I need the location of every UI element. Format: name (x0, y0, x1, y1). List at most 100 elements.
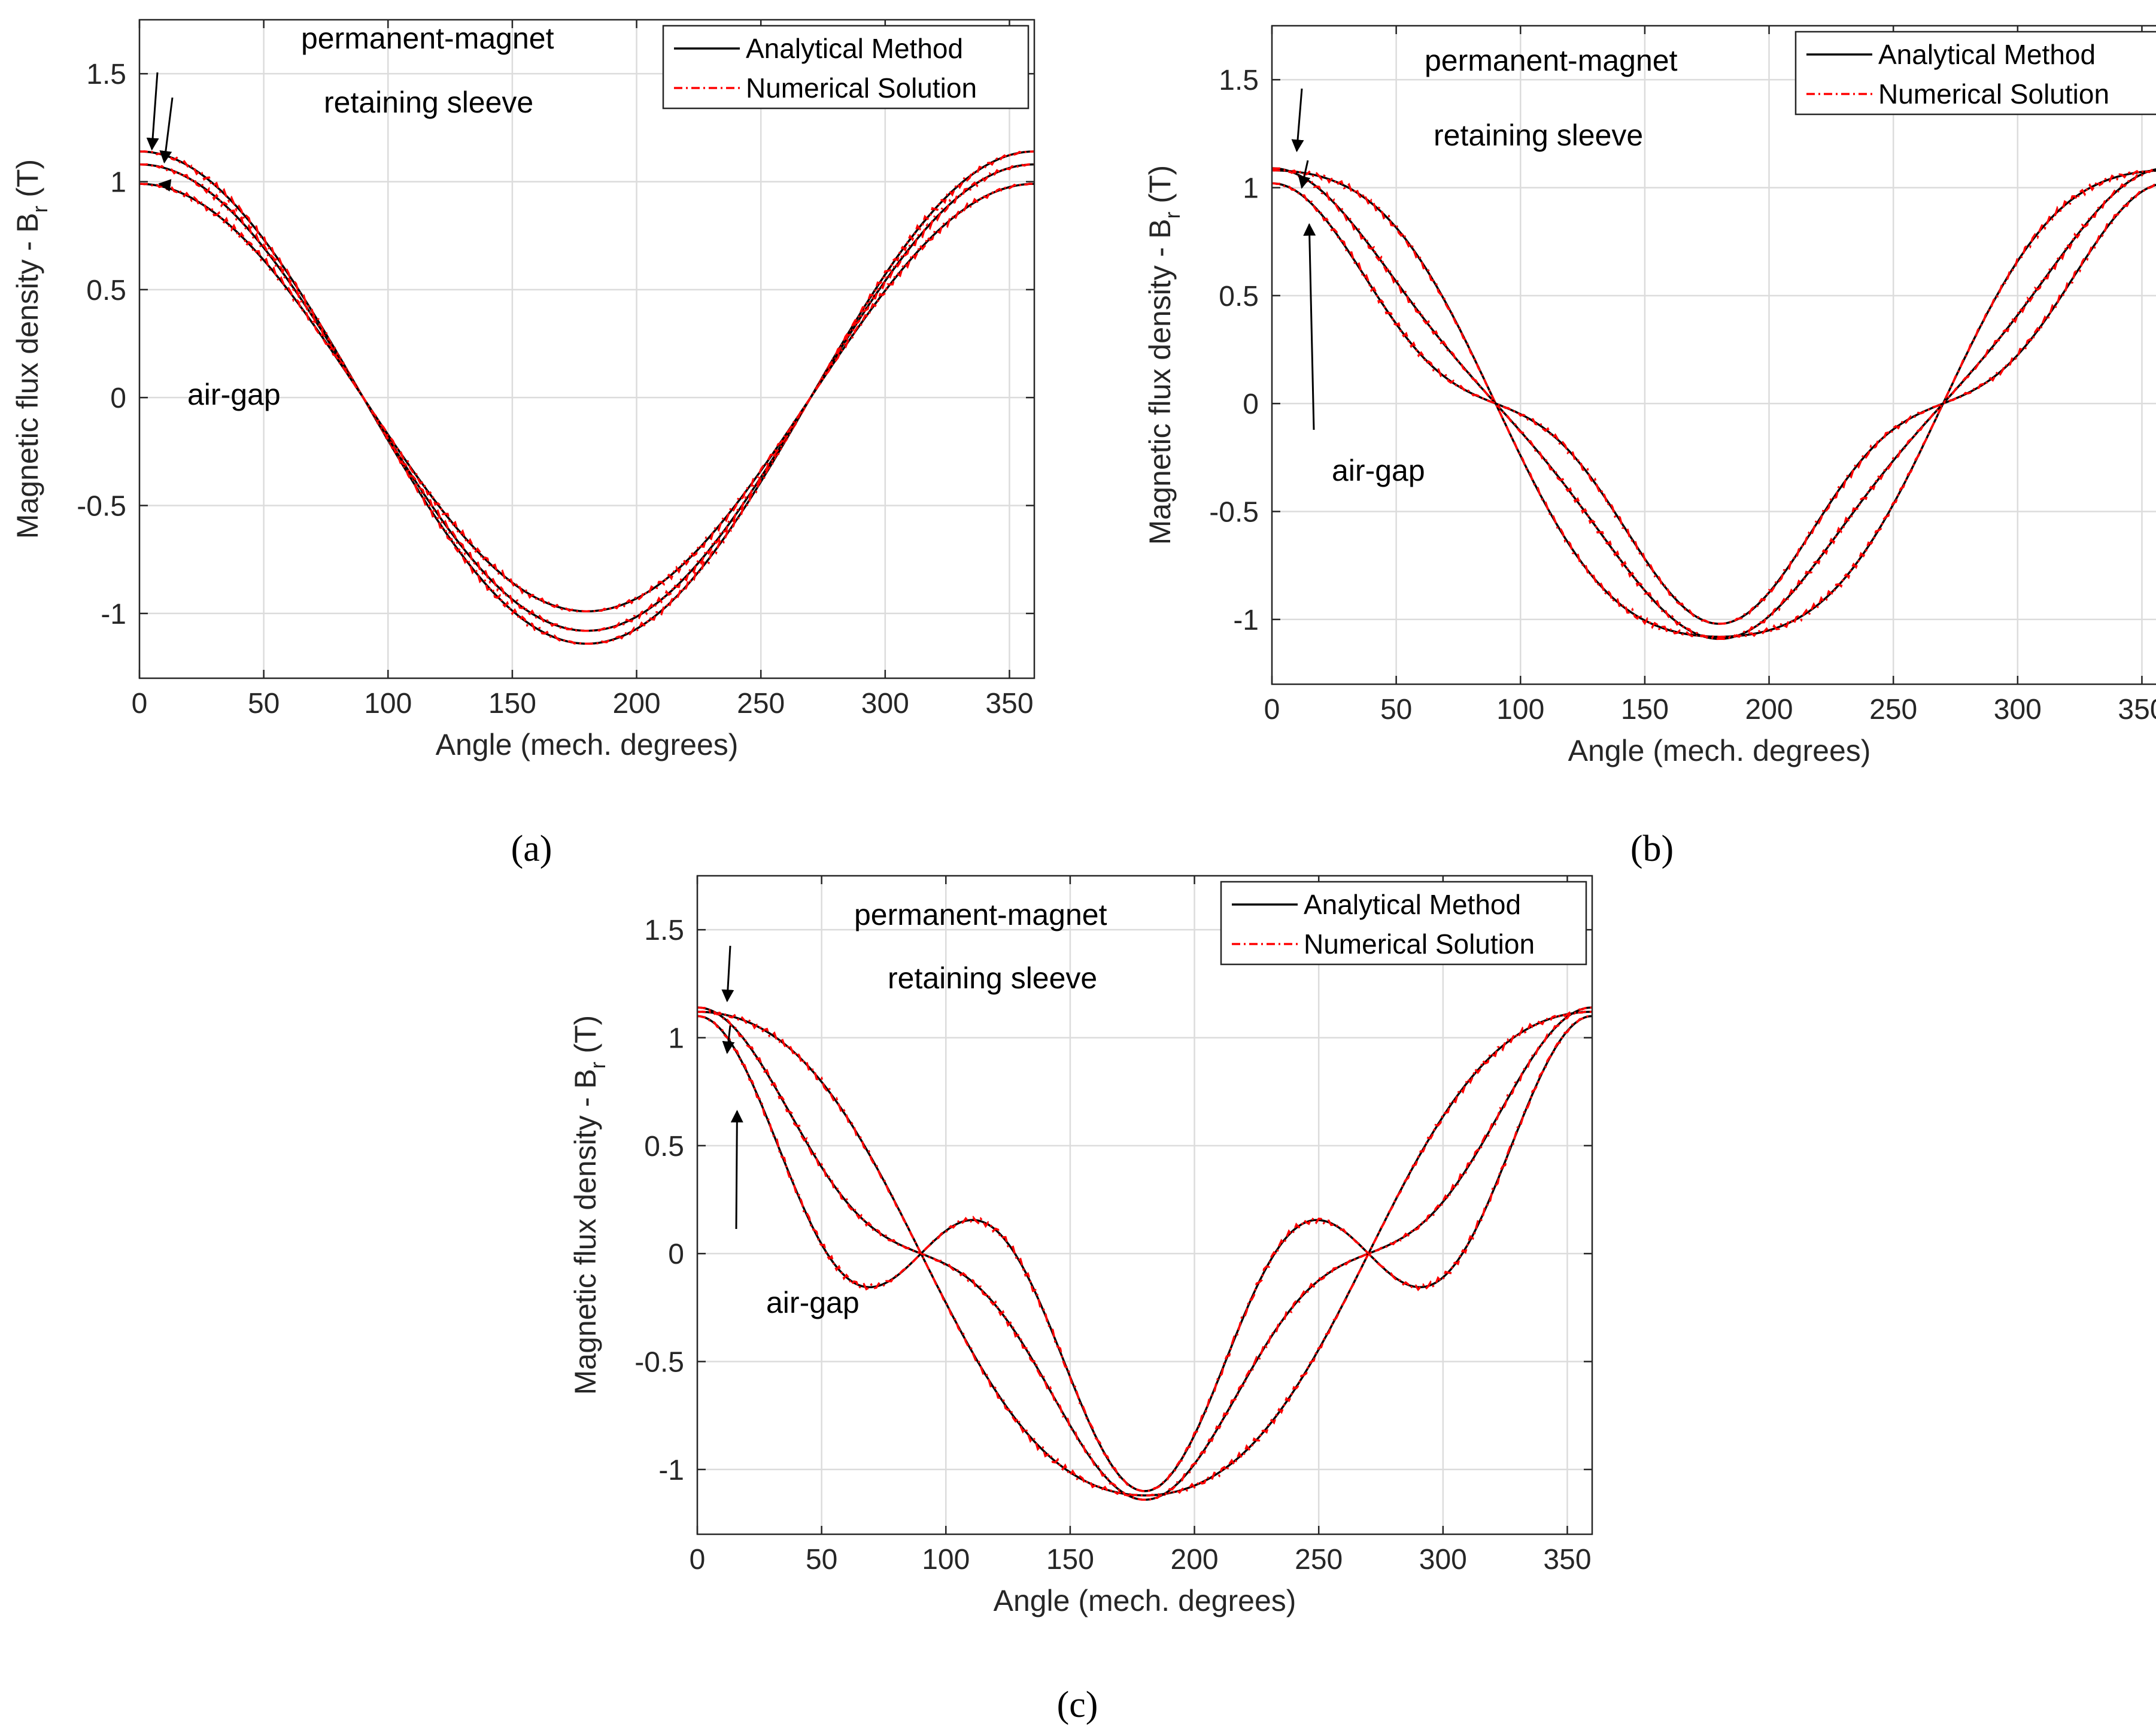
y-tick-label: 0 (110, 383, 126, 414)
annotation-arrow (1291, 88, 1304, 153)
y-axis-label: Magnetic flux density - Br (T) (11, 159, 52, 539)
y-tick-label: -0.5 (77, 490, 126, 522)
numerical-curve-permanent-magnet (697, 1010, 1593, 1497)
y-tick-label: 0 (1243, 389, 1259, 420)
annotation-arrow (1303, 223, 1316, 430)
x-tick-label: 0 (1264, 694, 1280, 726)
legend-label-numerical: Numerical Solution (1878, 78, 2109, 110)
x-tick-label: 200 (1745, 694, 1793, 726)
numerical-curve-permanent-magnet (1271, 169, 2156, 639)
x-tick-label: 50 (806, 1544, 837, 1576)
annotation-label: air-gap (766, 1286, 860, 1319)
annotation-arrow (146, 72, 159, 151)
y-tick-label: 1 (1243, 172, 1259, 204)
y-tick-label: 0 (668, 1239, 684, 1270)
x-tick-label: 50 (1380, 694, 1412, 726)
x-tick-label: 150 (1046, 1544, 1094, 1576)
legend-label-numerical: Numerical Solution (1304, 928, 1535, 960)
y-tick-label: -0.5 (1209, 496, 1259, 528)
y-tick-label: 1.5 (86, 59, 126, 90)
x-tick-label: 200 (1171, 1544, 1219, 1576)
x-tick-label: 150 (1621, 694, 1669, 726)
axes-box (696, 875, 1593, 1535)
legend-label-analytical: Analytical Method (1878, 39, 2096, 70)
annotation-label: permanent-magnet (1425, 44, 1678, 77)
caption-c: (c) (1057, 1685, 1098, 1725)
x-tick-label: 100 (364, 688, 412, 720)
annotation-arrow (722, 1025, 735, 1054)
y-axis-label-sub: r (1160, 212, 1185, 219)
y-tick-label: 1.5 (644, 915, 684, 946)
y-axis-label: Magnetic flux density - Br (T) (1143, 165, 1185, 545)
legend-label-analytical: Analytical Method (746, 33, 963, 64)
legend-box (1794, 31, 2156, 116)
panel-a: 0 50 100 150 200 250 300 350 -1 -0.5 0 0.5 1 1.5 Angle… (11, 19, 1036, 761)
annotation-arrow (721, 945, 734, 1003)
numerical-curve-air-gap (697, 1015, 1593, 1492)
y-tick-label: -0.5 (634, 1346, 684, 1378)
x-tick-label: 350 (1543, 1544, 1591, 1576)
y-tick-label: -1 (101, 599, 126, 630)
annotation-label: retaining sleeve (324, 86, 533, 119)
y-axis-label-unit: (T) (569, 1015, 602, 1062)
x-tick-label: 200 (613, 688, 661, 720)
numerical-curve-air-gap (139, 183, 1034, 613)
y-tick-label: 1 (110, 166, 126, 198)
caption-a: (a) (511, 828, 552, 869)
axes-box (1271, 25, 2156, 685)
x-axis-label: Angle (mech. degrees) (436, 728, 739, 761)
x-tick-label: 250 (737, 688, 785, 720)
y-tick-label: 0.5 (644, 1131, 684, 1163)
panel-c: 0 50 100 150 200 250 300 350 -1 -0.5 0 0.5 1 1.5 Angle… (569, 875, 1593, 1617)
numerical-curve-retaining-sleeve (1271, 167, 2156, 641)
legend-label-numerical: Numerical Solution (746, 72, 977, 104)
caption-b: (b) (1630, 828, 1674, 869)
annotation-arrow (1298, 160, 1311, 189)
y-tick-label: 1 (668, 1022, 684, 1054)
y-axis-label-sub: r (585, 1062, 610, 1069)
x-tick-label: 0 (132, 688, 148, 720)
panel-b: 0 50 100 150 200 250 300 350 -1 -0.5 0 0.5 1 1.5 Angle… (1143, 25, 2156, 767)
numerical-curve-retaining-sleeve (697, 1006, 1593, 1501)
legend-box (662, 25, 1030, 110)
y-tick-label: 1.5 (1219, 65, 1259, 96)
annotation-arrow (730, 1110, 743, 1230)
annotation-label: permanent-magnet (854, 898, 1107, 931)
x-axis-label: Angle (mech. degrees) (1568, 734, 1871, 767)
numerical-curve-retaining-sleeve (139, 163, 1035, 632)
numerical-curve-permanent-magnet (139, 150, 1035, 645)
x-tick-label: 150 (488, 688, 536, 720)
x-tick-label: 300 (1419, 1544, 1467, 1576)
x-axis-label: Angle (mech. degrees) (994, 1584, 1296, 1617)
x-tick-label: 250 (1869, 694, 1917, 726)
annotation-label: retaining sleeve (888, 961, 1097, 995)
annotation-label: permanent-magnet (301, 22, 554, 55)
annotation-arrow (159, 97, 174, 164)
numerical-curve-air-gap (1271, 182, 2156, 625)
annotation-label: air-gap (1332, 454, 1425, 487)
annotation-label: retaining sleeve (1434, 119, 1643, 152)
y-tick-label: 0.5 (1219, 281, 1259, 312)
annotation-label: air-gap (187, 378, 281, 411)
x-tick-label: 350 (985, 688, 1033, 720)
axes-box (138, 19, 1036, 679)
legend-box (1220, 881, 1587, 966)
x-tick-label: 300 (861, 688, 909, 720)
x-tick-label: 50 (248, 688, 280, 720)
y-axis-label-unit: (T) (1143, 165, 1177, 212)
y-axis-label-sub: r (28, 206, 52, 213)
y-axis-label-main: Magnetic flux density - B (569, 1069, 602, 1395)
y-tick-label: 0.5 (86, 275, 126, 306)
y-axis-label-main: Magnetic flux density - B (11, 213, 44, 539)
y-axis-label: Magnetic flux density - Br (T) (569, 1015, 610, 1395)
x-tick-label: 0 (690, 1544, 706, 1576)
y-tick-label: -1 (658, 1455, 684, 1486)
x-tick-label: 100 (922, 1544, 970, 1576)
x-tick-label: 300 (1994, 694, 2042, 726)
x-tick-label: 100 (1496, 694, 1544, 726)
y-axis-label-unit: (T) (11, 159, 44, 206)
legend-label-analytical: Analytical Method (1304, 889, 1521, 920)
y-axis-label-main: Magnetic flux density - B (1143, 219, 1177, 545)
x-tick-label: 350 (2118, 694, 2156, 726)
